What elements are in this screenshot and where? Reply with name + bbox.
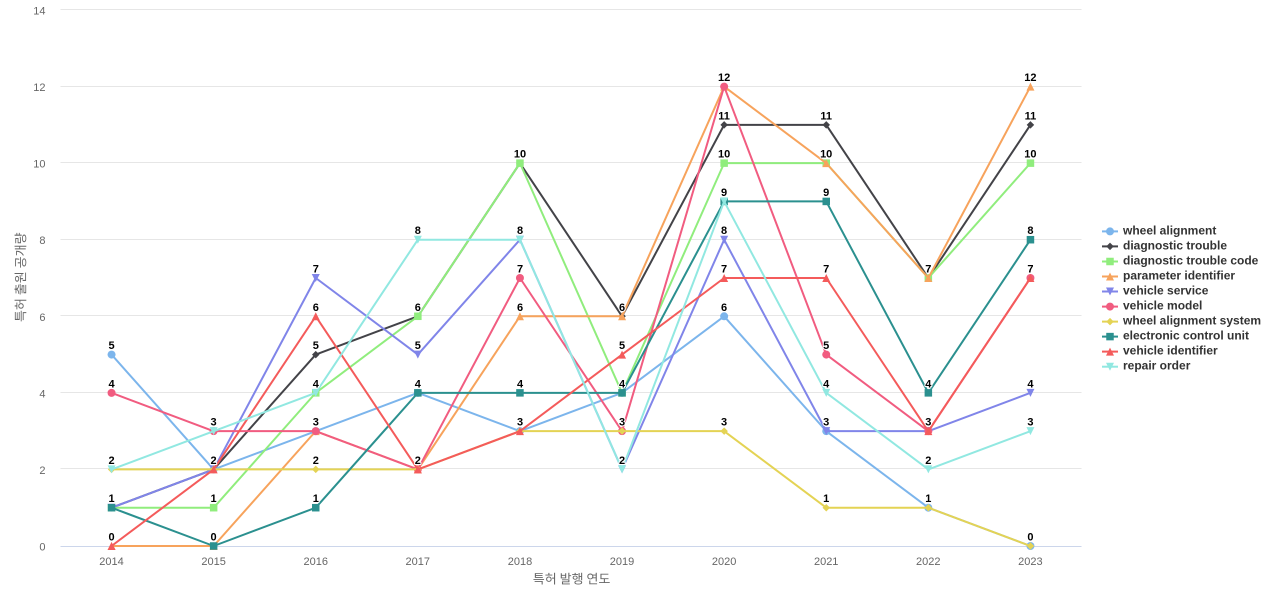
svg-text:10: 10	[718, 149, 730, 161]
svg-text:0: 0	[211, 532, 217, 544]
svg-text:5: 5	[823, 340, 829, 352]
svg-text:0: 0	[1027, 532, 1033, 544]
svg-text:vehicle identifier: vehicle identifier	[1123, 344, 1218, 358]
svg-text:1: 1	[925, 493, 931, 505]
svg-text:4: 4	[39, 388, 45, 400]
svg-text:3: 3	[1027, 417, 1033, 429]
svg-text:10: 10	[33, 159, 45, 171]
svg-text:8: 8	[1027, 225, 1033, 237]
svg-text:6: 6	[415, 302, 421, 314]
svg-text:1: 1	[108, 493, 114, 505]
svg-text:3: 3	[925, 417, 931, 429]
svg-text:7: 7	[823, 264, 829, 276]
svg-text:2: 2	[619, 455, 625, 467]
svg-text:6: 6	[619, 302, 625, 314]
svg-text:12: 12	[33, 82, 45, 94]
svg-text:5: 5	[108, 340, 114, 352]
svg-text:7: 7	[517, 264, 523, 276]
svg-text:2: 2	[108, 455, 114, 467]
svg-text:2020: 2020	[712, 556, 736, 568]
svg-text:3: 3	[823, 417, 829, 429]
svg-text:7: 7	[925, 264, 931, 276]
svg-text:2018: 2018	[508, 556, 532, 568]
svg-text:10: 10	[820, 149, 832, 161]
svg-text:3: 3	[313, 417, 319, 429]
svg-text:11: 11	[718, 110, 730, 122]
svg-text:9: 9	[823, 187, 829, 199]
svg-text:diagnostic trouble code: diagnostic trouble code	[1123, 254, 1259, 268]
svg-text:4: 4	[415, 378, 422, 390]
svg-text:4: 4	[823, 378, 830, 390]
svg-text:6: 6	[517, 302, 523, 314]
svg-text:7: 7	[313, 264, 319, 276]
svg-text:2014: 2014	[99, 556, 123, 568]
svg-text:14: 14	[33, 6, 45, 18]
svg-text:2015: 2015	[201, 556, 225, 568]
svg-text:7: 7	[721, 264, 727, 276]
svg-text:4: 4	[619, 378, 626, 390]
svg-text:2023: 2023	[1018, 556, 1042, 568]
svg-text:3: 3	[211, 417, 217, 429]
svg-text:6: 6	[39, 312, 45, 324]
svg-text:4: 4	[517, 378, 524, 390]
svg-text:5: 5	[415, 340, 421, 352]
svg-text:repair order: repair order	[1123, 359, 1191, 373]
svg-text:1: 1	[211, 493, 217, 505]
svg-text:2021: 2021	[814, 556, 838, 568]
svg-text:4: 4	[108, 378, 115, 390]
svg-text:1: 1	[313, 493, 319, 505]
svg-text:3: 3	[619, 417, 625, 429]
svg-text:6: 6	[313, 302, 319, 314]
svg-text:5: 5	[619, 340, 625, 352]
svg-text:12: 12	[718, 72, 730, 84]
svg-text:wheel alignment: wheel alignment	[1122, 223, 1216, 237]
svg-text:9: 9	[721, 187, 727, 199]
svg-text:7: 7	[1027, 264, 1033, 276]
svg-text:2019: 2019	[610, 556, 634, 568]
svg-text:6: 6	[721, 302, 727, 314]
svg-text:3: 3	[721, 417, 727, 429]
svg-text:4: 4	[1027, 378, 1034, 390]
svg-text:8: 8	[415, 225, 421, 237]
svg-text:1: 1	[823, 493, 829, 505]
svg-text:2016: 2016	[304, 556, 328, 568]
svg-text:parameter identifier: parameter identifier	[1123, 269, 1235, 283]
svg-text:vehicle service: vehicle service	[1123, 284, 1209, 298]
svg-text:2022: 2022	[916, 556, 940, 568]
svg-text:11: 11	[1025, 110, 1037, 122]
svg-text:electronic control unit: electronic control unit	[1123, 329, 1249, 343]
svg-text:2017: 2017	[406, 556, 430, 568]
svg-text:12: 12	[1024, 72, 1036, 84]
svg-text:2: 2	[313, 455, 319, 467]
svg-text:wheel alignment system: wheel alignment system	[1122, 314, 1261, 328]
svg-text:2: 2	[415, 455, 421, 467]
svg-text:3: 3	[517, 417, 523, 429]
svg-text:2: 2	[39, 465, 45, 477]
svg-text:8: 8	[39, 235, 45, 247]
svg-text:2: 2	[925, 455, 931, 467]
svg-text:10: 10	[514, 149, 526, 161]
svg-text:diagnostic trouble: diagnostic trouble	[1123, 238, 1227, 252]
svg-text:11: 11	[820, 110, 832, 122]
svg-text:4: 4	[925, 378, 932, 390]
svg-text:0: 0	[39, 542, 45, 554]
svg-text:vehicle model: vehicle model	[1123, 299, 1202, 313]
svg-text:8: 8	[721, 225, 727, 237]
svg-text:10: 10	[1024, 149, 1036, 161]
svg-text:0: 0	[108, 532, 114, 544]
svg-text:5: 5	[313, 340, 319, 352]
svg-text:2: 2	[211, 455, 217, 467]
svg-text:8: 8	[517, 225, 523, 237]
svg-text:4: 4	[313, 378, 320, 390]
